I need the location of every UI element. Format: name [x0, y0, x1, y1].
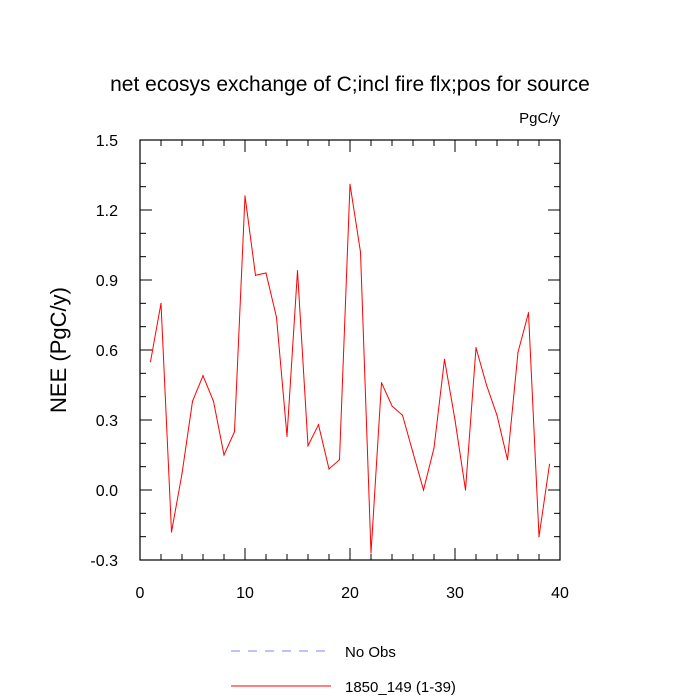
data-point [496, 414, 498, 416]
data-point [160, 302, 162, 304]
data-point [538, 536, 540, 538]
units-label: PgC/y [519, 110, 560, 127]
y-tick-label: 0.6 [96, 343, 118, 360]
axis-ticks [139, 139, 561, 561]
series-line [150, 184, 550, 554]
data-point [517, 351, 519, 353]
data-point [317, 424, 320, 426]
legend: No Obs 1850_149 (1-39) [231, 644, 456, 696]
data-point [548, 463, 551, 465]
data-point [265, 272, 267, 274]
data-point [349, 183, 351, 185]
data-point [485, 384, 488, 386]
series-layer [149, 183, 551, 554]
data-point [191, 400, 194, 402]
data-point [286, 435, 288, 437]
data-point [380, 382, 383, 384]
data-point [170, 531, 173, 533]
data-point [244, 195, 246, 197]
data-point [223, 454, 225, 456]
data-point [454, 419, 456, 421]
data-point [370, 552, 372, 554]
data-point [296, 270, 299, 272]
y-tick-label: 0.9 [96, 273, 118, 290]
data-point [359, 251, 362, 253]
y-axis-label: NEE (PgC/y) [46, 287, 71, 413]
data-point [181, 473, 183, 475]
legend-label-no-obs: No Obs [345, 644, 396, 661]
y-tick-label: 0.3 [96, 413, 118, 430]
y-tick-label: 0.0 [96, 483, 118, 500]
y-tick-label: -0.3 [90, 553, 118, 570]
data-point [422, 489, 425, 491]
data-point [443, 358, 446, 360]
x-tick-label: 10 [236, 585, 254, 602]
data-point [527, 312, 530, 314]
chart-title: net ecosys exchange of C;incl fire flx;p… [110, 73, 590, 96]
data-point [401, 414, 404, 416]
x-tick-label: 0 [136, 585, 145, 602]
data-point [233, 431, 236, 433]
data-point [202, 375, 204, 377]
x-tick-label: 20 [341, 585, 359, 602]
data-point [275, 316, 278, 318]
data-point [475, 347, 477, 349]
data-point [328, 468, 330, 470]
data-point [307, 445, 309, 447]
data-point [506, 459, 509, 461]
data-point [433, 447, 435, 449]
data-point [212, 400, 215, 402]
legend-label-1850-149: 1850_149 (1-39) [345, 679, 456, 696]
data-point [391, 405, 393, 407]
data-point [254, 274, 257, 276]
data-point [412, 452, 414, 454]
x-tick-label: 40 [551, 585, 569, 602]
plot-frame [139, 139, 561, 561]
y-tick-label: 1.2 [96, 203, 118, 220]
x-tick-label: 30 [446, 585, 464, 602]
data-point [464, 489, 467, 491]
axis-tick-labels: 0 10 20 30 40 -0.3 0.0 0.3 0.6 0.9 1.2 1.5 [90, 133, 569, 602]
y-tick-label: 1.5 [96, 133, 118, 150]
data-point [149, 361, 152, 363]
data-point [338, 459, 341, 461]
